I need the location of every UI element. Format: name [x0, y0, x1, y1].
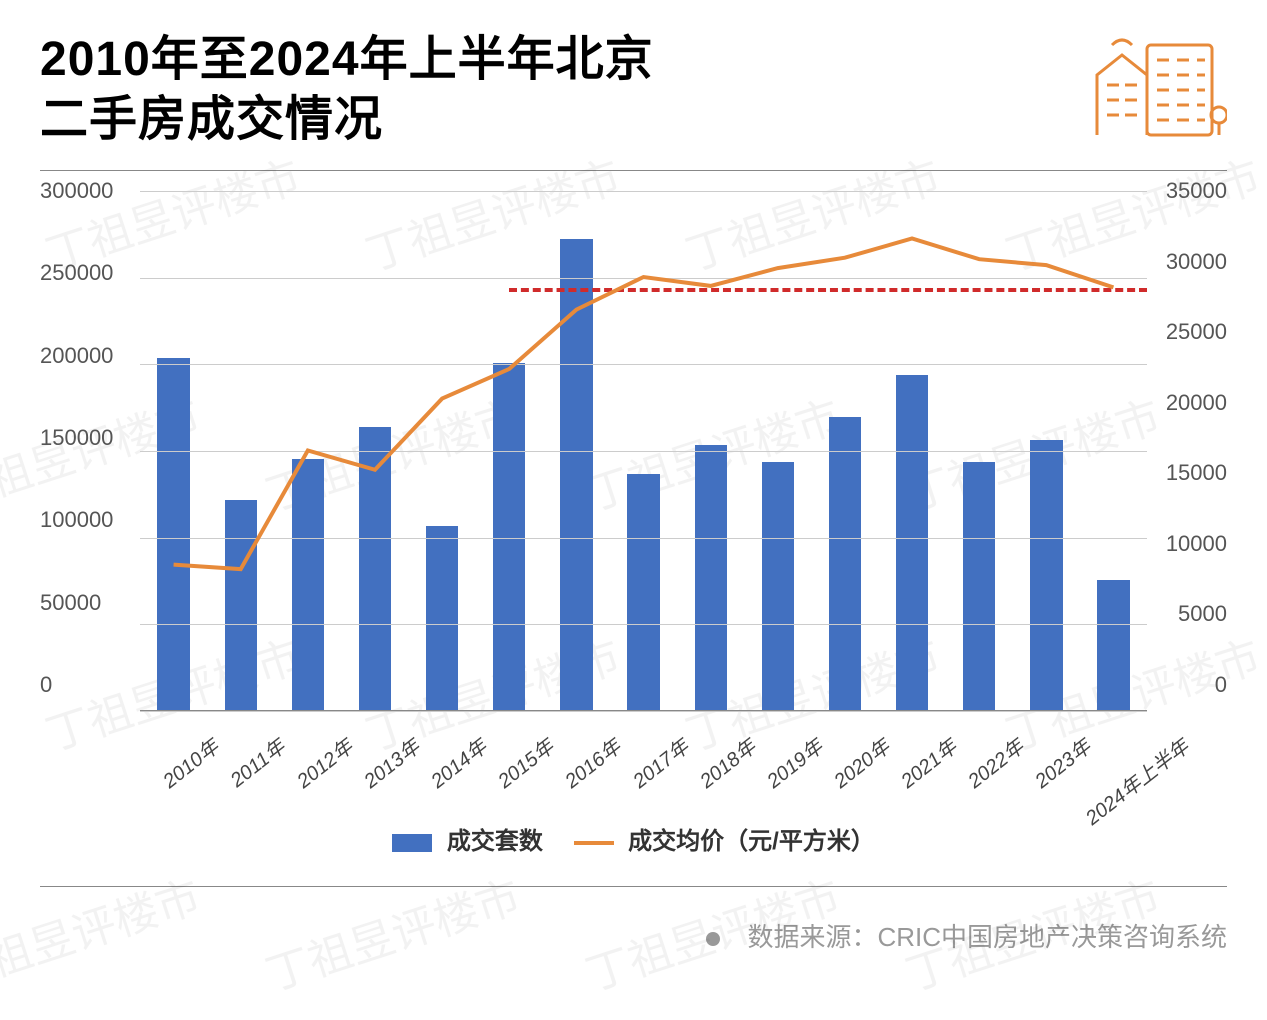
y-left-tick: 150000: [40, 425, 130, 451]
x-label-slot: 2017年: [610, 721, 677, 811]
buildings-icon: [1077, 30, 1227, 140]
y-left-tick: 50000: [40, 590, 130, 616]
x-label-slot: 2013年: [341, 721, 408, 811]
legend-line-swatch: [574, 841, 614, 845]
header: 2010年至2024年上半年北京 二手房成交情况: [0, 0, 1267, 160]
x-label-slot: 2018年: [677, 721, 744, 811]
divider-top: [40, 170, 1227, 171]
source-bullet-icon: [706, 932, 720, 946]
legend-line-label: 成交均价（元/平方米）: [628, 828, 875, 855]
plot-area: [140, 191, 1147, 711]
x-label-slot: 2016年: [543, 721, 610, 811]
y-left-tick: 300000: [40, 178, 130, 204]
x-label-slot: 2011年: [207, 721, 274, 811]
chart: 300000250000200000150000100000500000 350…: [40, 191, 1227, 811]
source-text: 数据来源：CRIC中国房地产决策咨询系统: [747, 922, 1227, 952]
y-right-tick: 25000: [1157, 319, 1227, 345]
title-line-1: 2010年至2024年上半年北京: [40, 30, 654, 90]
x-label-slot: 2020年: [811, 721, 878, 811]
y-axis-right: 35000300002500020000150001000050000: [1157, 191, 1227, 711]
x-label-slot: 2019年: [744, 721, 811, 811]
y-right-tick: 5000: [1157, 601, 1227, 627]
y-left-tick: 0: [40, 672, 130, 698]
y-right-tick: 15000: [1157, 460, 1227, 486]
y-right-tick: 30000: [1157, 249, 1227, 275]
title-line-2: 二手房成交情况: [40, 90, 654, 150]
y-right-tick: 20000: [1157, 390, 1227, 416]
y-left-tick: 250000: [40, 260, 130, 286]
legend: 成交套数 成交均价（元/平方米）: [0, 821, 1267, 856]
x-label-slot: 2014年: [409, 721, 476, 811]
x-label-slot: 2023年: [1013, 721, 1080, 811]
price-line: [174, 238, 1114, 569]
y-left-tick: 100000: [40, 507, 130, 533]
x-label-slot: 2012年: [274, 721, 341, 811]
chart-title: 2010年至2024年上半年北京 二手房成交情况: [40, 30, 654, 150]
legend-bar-label: 成交套数: [447, 828, 543, 855]
x-label-slot: 2024年上半年: [1080, 721, 1147, 811]
gridline: [140, 711, 1147, 712]
x-label-slot: 2010年: [140, 721, 207, 811]
x-label: 2024年上半年: [1078, 731, 1194, 831]
line-series: [140, 191, 1147, 710]
y-axis-left: 300000250000200000150000100000500000: [40, 191, 130, 711]
y-right-tick: 35000: [1157, 178, 1227, 204]
x-label-slot: 2021年: [879, 721, 946, 811]
x-label-slot: 2022年: [946, 721, 1013, 811]
y-right-tick: 10000: [1157, 531, 1227, 557]
legend-bar-swatch: [392, 834, 432, 852]
x-label-slot: 2015年: [476, 721, 543, 811]
source: 数据来源：CRIC中国房地产决策咨询系统: [0, 887, 1267, 954]
y-right-tick: 0: [1157, 672, 1227, 698]
x-axis-labels: 2010年2011年2012年2013年2014年2015年2016年2017年…: [140, 721, 1147, 811]
y-left-tick: 200000: [40, 343, 130, 369]
